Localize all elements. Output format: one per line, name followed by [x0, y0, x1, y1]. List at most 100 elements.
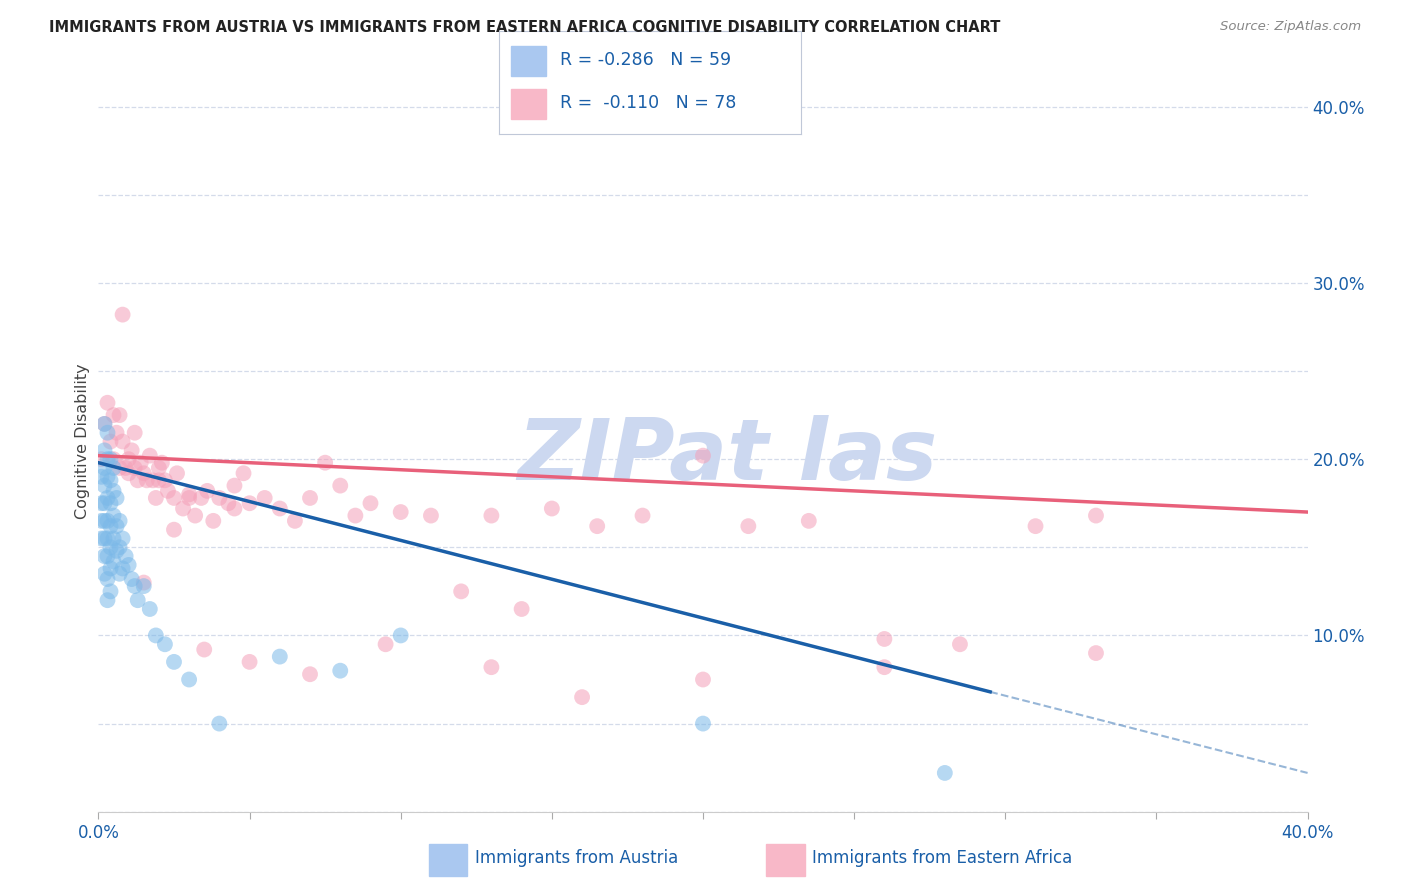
Point	[121, 572, 143, 586]
Point	[1024, 519, 1046, 533]
Point	[314, 456, 336, 470]
Point	[124, 425, 146, 440]
Point	[100, 584, 122, 599]
Point	[284, 514, 307, 528]
Point	[93, 478, 115, 492]
Point	[208, 716, 231, 731]
Point	[103, 408, 125, 422]
Point	[105, 519, 128, 533]
Point	[90, 470, 112, 484]
Point	[108, 408, 131, 422]
Point	[145, 491, 167, 505]
Point	[195, 483, 218, 498]
Point	[179, 491, 201, 505]
Point	[132, 575, 155, 590]
Point	[510, 602, 533, 616]
Point	[103, 483, 125, 498]
Point	[114, 549, 136, 563]
Point	[96, 593, 118, 607]
Point	[93, 532, 115, 546]
Point	[96, 572, 118, 586]
Point	[586, 519, 609, 533]
Point	[93, 417, 115, 431]
Point	[631, 508, 654, 523]
Point	[145, 628, 167, 642]
Point	[420, 508, 443, 523]
Point	[127, 593, 149, 607]
Point	[208, 491, 231, 505]
Text: IMMIGRANTS FROM AUSTRIA VS IMMIGRANTS FROM EASTERN AFRICA COGNITIVE DISABILITY C: IMMIGRANTS FROM AUSTRIA VS IMMIGRANTS FR…	[49, 20, 1001, 35]
Text: Immigrants from Austria: Immigrants from Austria	[475, 848, 678, 866]
Point	[692, 673, 714, 687]
Point	[108, 514, 131, 528]
Point	[737, 519, 759, 533]
Point	[481, 660, 503, 674]
Point	[163, 655, 186, 669]
Point	[100, 561, 122, 575]
Point	[127, 473, 149, 487]
Point	[90, 514, 112, 528]
Point	[135, 473, 157, 487]
Point	[232, 467, 254, 481]
Point	[692, 716, 714, 731]
Point	[96, 425, 118, 440]
Point	[118, 558, 141, 572]
Point	[100, 496, 122, 510]
Point	[124, 579, 146, 593]
Point	[100, 434, 122, 449]
Point	[1085, 646, 1108, 660]
Point	[179, 673, 201, 687]
Point	[389, 628, 412, 642]
Point	[934, 766, 956, 780]
Text: ZIPat las: ZIPat las	[517, 415, 938, 498]
Point	[100, 452, 122, 467]
Point	[329, 664, 352, 678]
Bar	[512, 88, 546, 120]
Point	[93, 443, 115, 458]
Point	[90, 452, 112, 467]
Point	[121, 443, 143, 458]
Point	[96, 470, 118, 484]
Point	[108, 566, 131, 581]
Point	[224, 501, 246, 516]
Point	[153, 637, 176, 651]
Point	[873, 632, 896, 646]
Point	[190, 491, 212, 505]
Point	[93, 514, 115, 528]
Point	[150, 456, 173, 470]
Point	[166, 467, 188, 481]
Point	[100, 541, 122, 555]
Point	[224, 478, 246, 492]
Point	[1085, 508, 1108, 523]
Point	[132, 467, 155, 481]
Point	[389, 505, 412, 519]
Text: Source: ZipAtlas.com: Source: ZipAtlas.com	[1220, 20, 1361, 33]
Point	[100, 519, 122, 533]
Point	[93, 461, 115, 475]
Point	[148, 473, 170, 487]
Point	[148, 461, 170, 475]
Point	[202, 514, 225, 528]
Point	[96, 491, 118, 505]
Point	[132, 579, 155, 593]
Point	[329, 478, 352, 492]
Point	[239, 655, 262, 669]
Point	[93, 417, 115, 431]
Point	[114, 461, 136, 475]
Point	[118, 452, 141, 467]
Point	[253, 491, 276, 505]
Point	[100, 473, 122, 487]
Point	[299, 491, 322, 505]
Point	[96, 514, 118, 528]
Point	[949, 637, 972, 651]
Point	[139, 449, 162, 463]
Point	[111, 532, 134, 546]
Text: Immigrants from Eastern Africa: Immigrants from Eastern Africa	[813, 848, 1073, 866]
Bar	[512, 45, 546, 77]
Point	[103, 461, 125, 475]
Point	[571, 690, 593, 705]
Point	[96, 396, 118, 410]
Point	[269, 501, 291, 516]
Point	[153, 473, 176, 487]
Point	[163, 523, 186, 537]
